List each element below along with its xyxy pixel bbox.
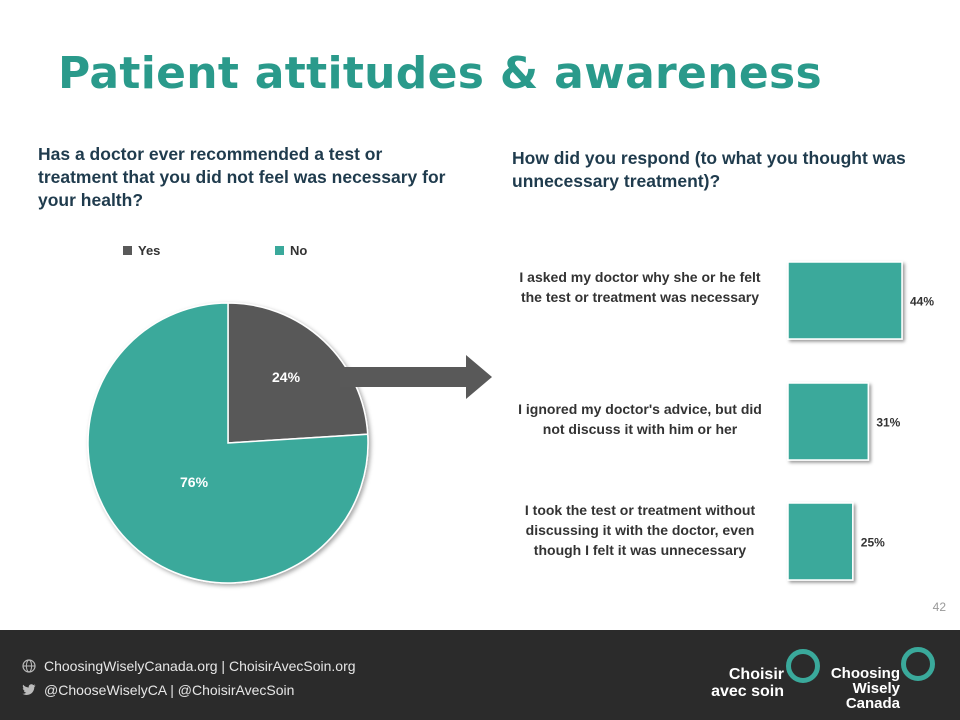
logo-fr-text: Choisir avec soin (700, 666, 784, 700)
bar-category-label: I took the test or treatment without dis… (524, 502, 756, 558)
logo-ring-icon (786, 649, 820, 683)
bar-category-label: I asked my doctor why she or he felt the… (519, 269, 761, 305)
legend-item-yes: Yes (123, 243, 160, 258)
pie-chart (87, 302, 369, 584)
pie-slice-no (87, 302, 369, 584)
logo-en-line3: Canada (845, 695, 900, 712)
legend-item-no: No (275, 243, 307, 258)
bar-chart: 44% 31% 25% (787, 261, 934, 581)
footer-twitter: @ChooseWiselyCA | @ChoisirAvecSoin (22, 682, 294, 698)
pie-legend: Yes No (0, 243, 480, 263)
bar (787, 261, 903, 340)
left-question: Has a doctor ever recommended a test or … (38, 144, 446, 210)
websites-link[interactable]: ChoosingWiselyCanada.org | ChoisirAvecSo… (44, 658, 356, 674)
footer-websites: ChoosingWiselyCanada.org | ChoisirAvecSo… (22, 658, 356, 674)
twitter-icon (22, 684, 36, 695)
slide-title: Patient attitudes & awareness (58, 48, 822, 99)
legend-label-yes: Yes (138, 243, 161, 258)
bar-value-label: 31% (876, 416, 900, 430)
pie-label-yes: 24% (272, 369, 301, 385)
logo-ring-icon (901, 647, 935, 681)
logo-en-text: Choosing Wisely Canada (820, 666, 900, 711)
bar-value-label: 25% (861, 536, 885, 550)
globe-icon (22, 659, 36, 673)
footer: ChoosingWiselyCanada.org | ChoisirAvecSo… (0, 630, 960, 720)
page-number: 42 (932, 600, 946, 614)
logo-en-line1: Choosing (830, 665, 900, 682)
twitter-handles[interactable]: @ChooseWiselyCA | @ChoisirAvecSoin (44, 682, 295, 698)
pie-label-no: 76% (180, 474, 209, 490)
legend-swatch-yes (123, 246, 132, 255)
bar (787, 502, 854, 581)
right-arrow-icon (340, 355, 492, 399)
pie-slice-yes (227, 302, 369, 444)
bar (787, 382, 870, 461)
legend-label-no: No (290, 243, 308, 258)
logo-fr-line2: avec soin (711, 683, 784, 700)
logo-fr-line1: Choisir (728, 666, 784, 683)
logo-en-line2: Wisely (852, 680, 900, 697)
bar-value-label: 44% (910, 295, 934, 309)
bar-category-label: I ignored my doctor's advice, but did no… (518, 401, 762, 437)
legend-swatch-no (275, 246, 284, 255)
right-question: How did you respond (to what you thought… (512, 148, 906, 191)
